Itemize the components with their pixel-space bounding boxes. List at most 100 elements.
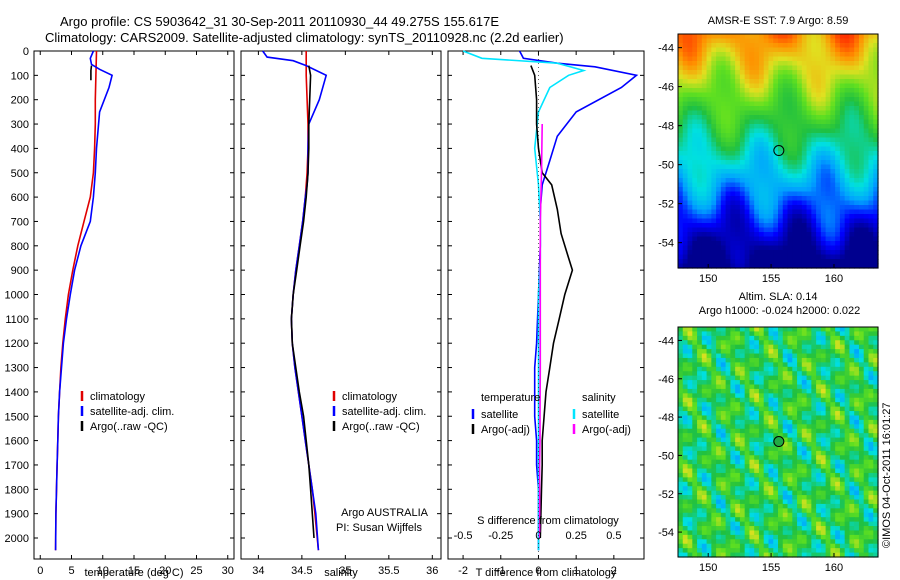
map-cell — [844, 468, 851, 474]
x-tick-label-salinity: 34 — [252, 565, 264, 577]
map-cell — [868, 455, 874, 461]
map-cell — [687, 411, 693, 417]
map-cell — [825, 245, 831, 251]
map-cell — [787, 340, 793, 346]
map-cell — [768, 196, 774, 202]
map-cell — [820, 503, 827, 509]
map-cell — [692, 79, 698, 85]
map-cell — [682, 61, 689, 67]
map-cell — [797, 137, 803, 143]
map-cell — [682, 397, 689, 403]
map-cell — [801, 512, 808, 518]
map-cell — [811, 241, 817, 247]
map-cell — [725, 495, 731, 501]
map-cell — [868, 450, 874, 456]
map-cell — [839, 106, 846, 112]
map-cell — [768, 191, 774, 197]
map-cell — [725, 464, 731, 470]
map-cell — [754, 362, 760, 368]
map-cell — [758, 74, 765, 80]
map-cell — [768, 43, 774, 49]
map-cell — [854, 353, 860, 359]
map-cell — [682, 362, 689, 368]
map-cell — [782, 362, 789, 368]
x-axis-label-temperature: temperature (deg C) — [84, 567, 183, 579]
map-cell — [839, 543, 846, 549]
map-cell — [868, 327, 874, 333]
map-cell — [706, 472, 712, 478]
map-cell — [873, 526, 879, 532]
map-cell — [830, 142, 836, 148]
map-cell — [820, 508, 827, 514]
map-cell — [858, 110, 865, 116]
map-cell — [863, 393, 870, 399]
map-cell — [744, 182, 751, 188]
map-cell — [811, 164, 817, 170]
map-cell — [730, 534, 736, 540]
map-cell — [749, 110, 755, 116]
map-cell — [692, 259, 698, 265]
map-cell — [716, 182, 722, 188]
map-cell — [830, 214, 836, 220]
map-cell — [816, 490, 822, 496]
map-cell — [778, 263, 784, 269]
map-cell — [744, 464, 751, 470]
map-cell — [706, 406, 712, 412]
map-cell — [773, 142, 779, 148]
map-cell — [682, 428, 689, 434]
map-cell — [773, 362, 779, 368]
map-cell — [706, 402, 712, 408]
map-cell — [778, 137, 784, 143]
map-cell — [873, 366, 879, 372]
map-cell — [682, 539, 689, 545]
map-cell — [863, 388, 870, 394]
map-cell — [782, 349, 789, 355]
map-cell — [768, 335, 774, 341]
map-cell — [768, 236, 774, 242]
map-cell — [844, 384, 851, 390]
map-cell — [711, 362, 717, 368]
map-cell — [849, 530, 855, 536]
map-cell — [844, 263, 851, 269]
map-cell — [701, 142, 708, 148]
map-cell — [787, 486, 793, 492]
map-cell — [711, 133, 717, 139]
map-cell — [835, 178, 841, 184]
map-cell — [839, 455, 846, 461]
map-cell — [787, 371, 793, 377]
map-cell — [758, 110, 765, 116]
map-cell — [682, 503, 689, 509]
map-cell — [720, 142, 727, 148]
map-cell — [725, 160, 731, 166]
map-cell — [873, 124, 879, 130]
map-cell — [839, 552, 846, 558]
map-cell — [816, 472, 822, 478]
map-cell — [835, 79, 841, 85]
map-cell — [706, 74, 712, 80]
map-cell — [820, 477, 827, 483]
map-cell — [816, 70, 822, 76]
map-cell — [701, 227, 708, 233]
map-cell — [787, 146, 793, 152]
map-cell — [820, 254, 827, 260]
map-cell — [873, 259, 879, 265]
map-cell — [778, 124, 784, 130]
map-cell — [873, 232, 879, 238]
map-cell — [854, 349, 860, 355]
map-cell — [782, 124, 789, 130]
map-cell — [692, 446, 698, 452]
map-cell — [763, 250, 770, 256]
map-cell — [792, 88, 798, 94]
map-cell — [697, 43, 703, 49]
map-cell — [768, 187, 774, 193]
map-cell — [806, 119, 812, 125]
map-cell — [768, 375, 774, 381]
map-cell — [701, 349, 708, 355]
map-cell — [792, 481, 798, 487]
map-cell — [678, 241, 684, 247]
map-cell — [806, 52, 812, 58]
map-cell — [787, 433, 793, 439]
map-cell — [730, 543, 736, 549]
map-lat-tick-label: -54 — [658, 238, 674, 250]
map-cell — [768, 74, 774, 80]
